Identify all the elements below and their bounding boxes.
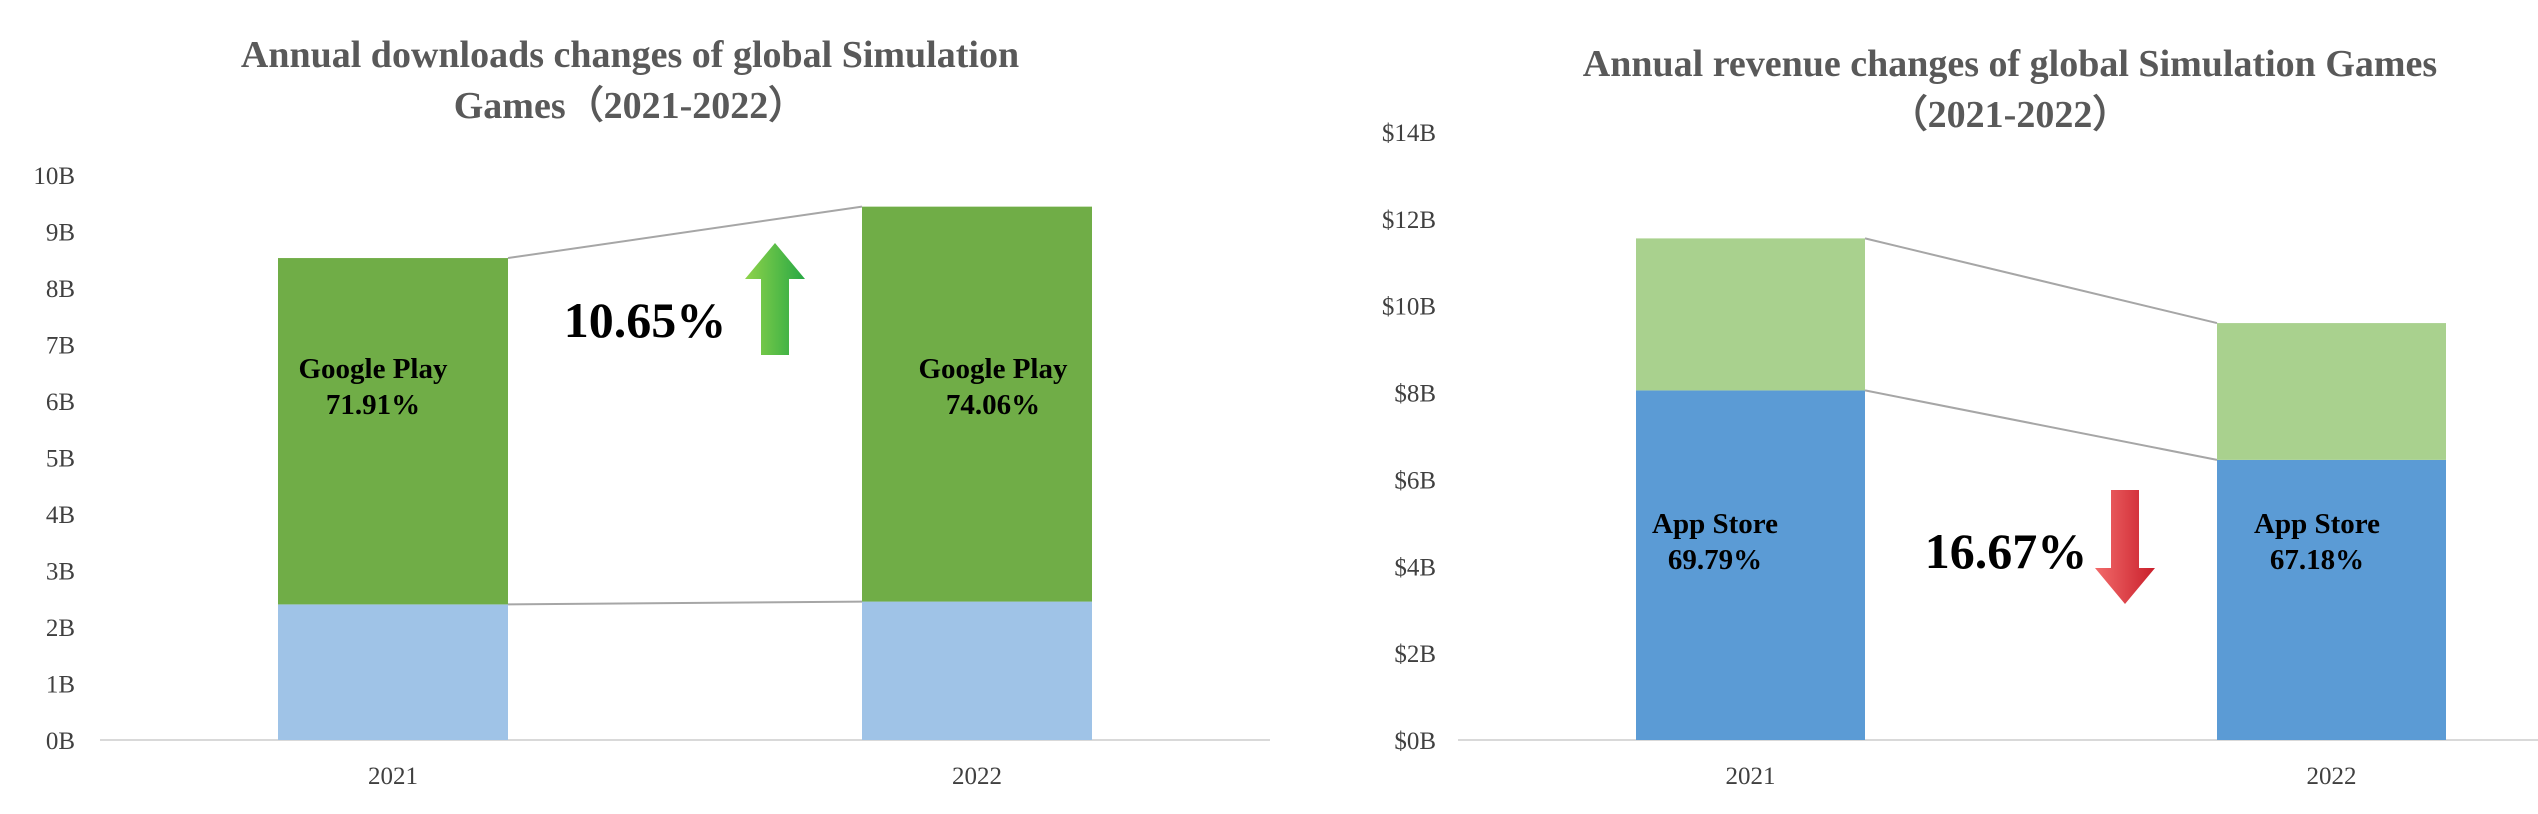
chart-title-line: Annual revenue changes of global Simulat…	[1583, 43, 2437, 85]
segment-label-name: App Store	[1652, 508, 1778, 540]
y-tick-label: 10B	[33, 163, 75, 190]
y-tick-label: $2B	[1394, 641, 1436, 668]
y-tick-label: 2B	[46, 615, 75, 642]
arrow-down-icon	[2095, 490, 2155, 604]
change-percentage: 16.67%	[1925, 523, 2088, 579]
x-category-label: 2022	[952, 763, 1002, 790]
segment-label-share: 74.06%	[946, 389, 1040, 421]
bar-segment-2021-1	[1636, 390, 1865, 740]
x-category-label: 2021	[368, 763, 418, 790]
chart-panel-1: Annual downloads changes of global Simul…	[33, 34, 1270, 790]
y-tick-label: 7B	[46, 333, 75, 360]
y-tick-label: 4B	[46, 502, 75, 529]
y-tick-label: $8B	[1394, 381, 1436, 408]
y-tick-label: 0B	[46, 728, 75, 755]
y-tick-label: $12B	[1382, 207, 1436, 234]
y-tick-label: $6B	[1394, 467, 1436, 494]
y-tick-label: $14B	[1382, 120, 1436, 147]
y-tick-label: $0B	[1394, 728, 1436, 755]
segment-label-name: Google Play	[918, 353, 1068, 385]
bar-segment-2022-2	[862, 206, 1092, 602]
y-tick-label: $10B	[1382, 294, 1436, 321]
x-category-label: 2022	[2307, 763, 2357, 790]
chart-title-line: （2021-2022）	[1890, 94, 2131, 136]
segment-label-name: App Store	[2254, 508, 2380, 540]
segment-label-share: 69.79%	[1668, 544, 1762, 576]
y-tick-label: 3B	[46, 559, 75, 586]
bar-segment-2022-1	[2217, 459, 2446, 740]
chart-title-line: Games（2021-2022）	[454, 85, 807, 127]
chart-panel-2: Annual revenue changes of global Simulat…	[1382, 43, 2538, 790]
y-tick-label: 5B	[46, 446, 75, 473]
segment-label-share: 67.18%	[2270, 544, 2364, 576]
y-tick-label: 1B	[46, 672, 75, 699]
connector-line	[1864, 237, 2218, 325]
segment-label-share: 71.91%	[326, 389, 420, 421]
bar-segment-2021-2	[278, 258, 508, 605]
y-tick-label: 8B	[46, 276, 75, 303]
chart-title-line: Annual downloads changes of global Simul…	[241, 34, 1019, 76]
connector-line	[507, 205, 863, 260]
bar-segment-2021-2	[1636, 238, 1865, 391]
bar-segment-2022-2	[2217, 323, 2446, 460]
connector-line	[1864, 389, 2218, 461]
change-percentage: 10.65%	[564, 292, 727, 348]
x-category-label: 2021	[1726, 763, 1776, 790]
bar-segment-2022-1	[862, 601, 1092, 740]
connector-line	[507, 600, 863, 606]
y-tick-label: $4B	[1394, 554, 1436, 581]
bar-segment-2021-1	[278, 604, 508, 740]
segment-label-name: Google Play	[298, 353, 448, 385]
y-tick-label: 6B	[46, 389, 75, 416]
arrow-up-icon	[745, 243, 805, 355]
y-tick-label: 9B	[46, 220, 75, 247]
